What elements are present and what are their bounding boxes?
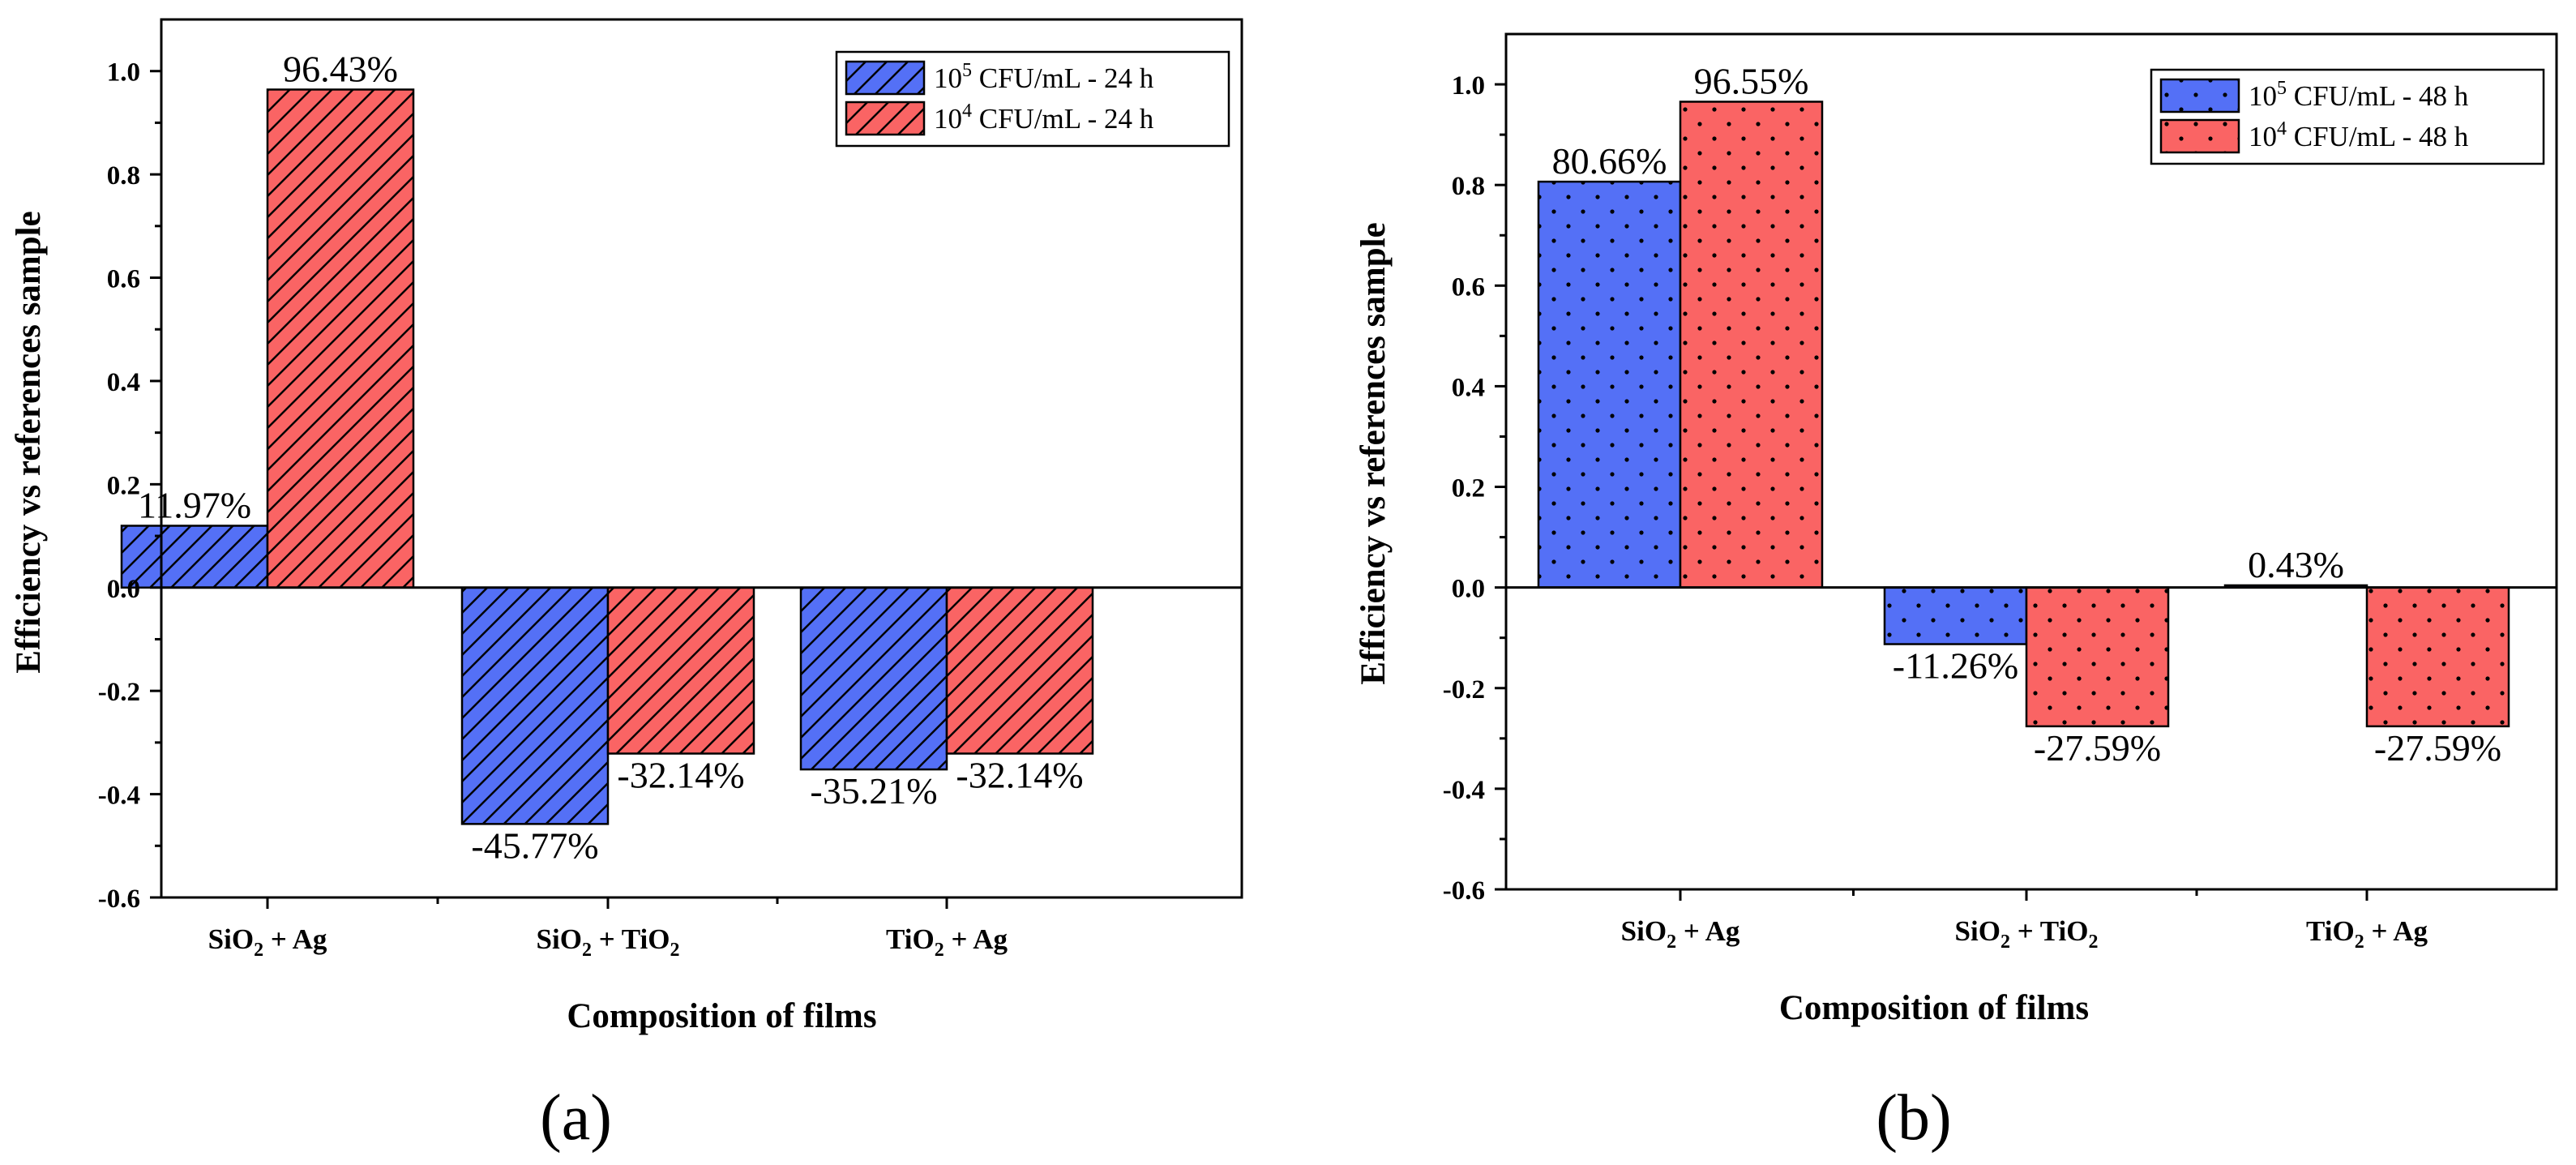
y-tick-label: -0.6 xyxy=(1443,876,1485,906)
x-tick-label: TiO2 + Ag xyxy=(2306,915,2428,953)
bar-blue-0 xyxy=(1537,180,1682,589)
data-label-red-2: -32.14% xyxy=(956,755,1083,796)
bar-red-2 xyxy=(945,586,1094,755)
y-tick-label: 0.0 xyxy=(107,575,140,604)
data-label-blue-0: 11.97% xyxy=(138,485,251,526)
y-tick-label: 0.2 xyxy=(1452,474,1485,503)
legend-label-red: 104 CFU/mL - 48 h xyxy=(2249,118,2469,152)
x-tick-label: SiO2 + TiO2 xyxy=(537,923,680,961)
y-tick-label: 0.8 xyxy=(107,161,140,191)
chart-panel-b: -0.6 -0.4 -0.2 0.0 0.2 0.4 0.6 0.8 1.0 SiO2 + Ag S… xyxy=(1354,32,2558,1154)
y-tick-label: 0.6 xyxy=(1452,272,1485,302)
data-label-blue-2: 0.43% xyxy=(2248,544,2344,585)
y-tick-label: 0.4 xyxy=(1452,373,1485,402)
x-axis-title: Composition of films xyxy=(1779,989,2089,1027)
x-tick-label: SiO2 + TiO2 xyxy=(1955,915,2099,953)
y-tick-label: 0.4 xyxy=(107,368,140,397)
bar-blue-1 xyxy=(460,586,610,825)
x-tick-label: TiO2 + Ag xyxy=(886,923,1008,961)
panel-label: (a) xyxy=(540,1082,612,1154)
y-tick-label: 0.6 xyxy=(107,265,140,294)
legend-swatch-red xyxy=(2159,118,2240,154)
x-tick-label: SiO2 + Ag xyxy=(1621,915,1740,953)
bar-red-1 xyxy=(2025,586,2170,728)
data-label-red-1: -32.14% xyxy=(617,755,744,796)
x-tick-label: SiO2 + Ag xyxy=(208,923,327,961)
data-label-blue-2: -35.21% xyxy=(810,770,937,812)
bar-red-0 xyxy=(266,88,415,589)
data-label-red-1: -27.59% xyxy=(2034,727,2161,769)
data-label-blue-1: -11.26% xyxy=(1893,645,2018,687)
legend-label-red: 104 CFU/mL - 24 h xyxy=(934,101,1154,135)
data-label-blue-1: -45.77% xyxy=(471,824,598,866)
data-label-red-0: 96.55% xyxy=(1694,60,1809,101)
y-axis-title: Efficiency vs references sample xyxy=(1354,222,1393,684)
y-axis-title: Efficiency vs references sample xyxy=(10,211,48,673)
legend-swatch-red xyxy=(845,101,926,136)
y-tick-label: 0.2 xyxy=(107,471,140,500)
bar-blue-0 xyxy=(120,525,269,589)
x-axis-title: Composition of films xyxy=(567,997,876,1035)
panel-label: (b) xyxy=(1876,1082,1951,1154)
legend-label-blue: 105 CFU/mL - 24 h xyxy=(934,60,1154,94)
y-tick-label: -0.6 xyxy=(98,884,140,914)
legend-label-blue: 105 CFU/mL - 48 h xyxy=(2249,78,2469,112)
y-tick-label: 1.0 xyxy=(1452,71,1485,101)
data-label-red-0: 96.43% xyxy=(283,48,398,89)
bar-red-0 xyxy=(1679,101,1824,589)
bar-blue-2 xyxy=(799,586,948,771)
bar-red-2 xyxy=(2365,586,2510,728)
y-tick-label: -0.2 xyxy=(1443,675,1485,705)
y-tick-label: -0.4 xyxy=(98,782,140,811)
plot-frame xyxy=(1504,32,2558,891)
y-tick-label: -0.4 xyxy=(1443,776,1485,805)
data-label-red-2: -27.59% xyxy=(2374,727,2501,769)
legend-swatch-blue xyxy=(2159,78,2240,114)
plot-frame xyxy=(160,18,1243,899)
y-tick-label: 0.0 xyxy=(1452,575,1485,604)
y-tick-label: 0.8 xyxy=(1452,172,1485,201)
chart-panel-a: -0.6 -0.4 -0.2 0.0 0.2 0.4 0.6 0.8 1.0 SiO2 + Ag S… xyxy=(10,18,1243,1154)
bar-red-1 xyxy=(606,586,755,755)
legend-swatch-blue xyxy=(845,60,926,96)
y-tick-label: 1.0 xyxy=(107,58,140,88)
y-tick-label: -0.2 xyxy=(98,678,140,707)
data-label-blue-0: 80.66% xyxy=(1552,140,1667,182)
bar-blue-1 xyxy=(1883,586,2028,645)
